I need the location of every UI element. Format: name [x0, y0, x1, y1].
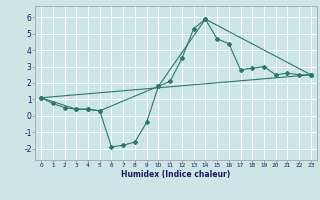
- X-axis label: Humidex (Indice chaleur): Humidex (Indice chaleur): [121, 170, 231, 179]
